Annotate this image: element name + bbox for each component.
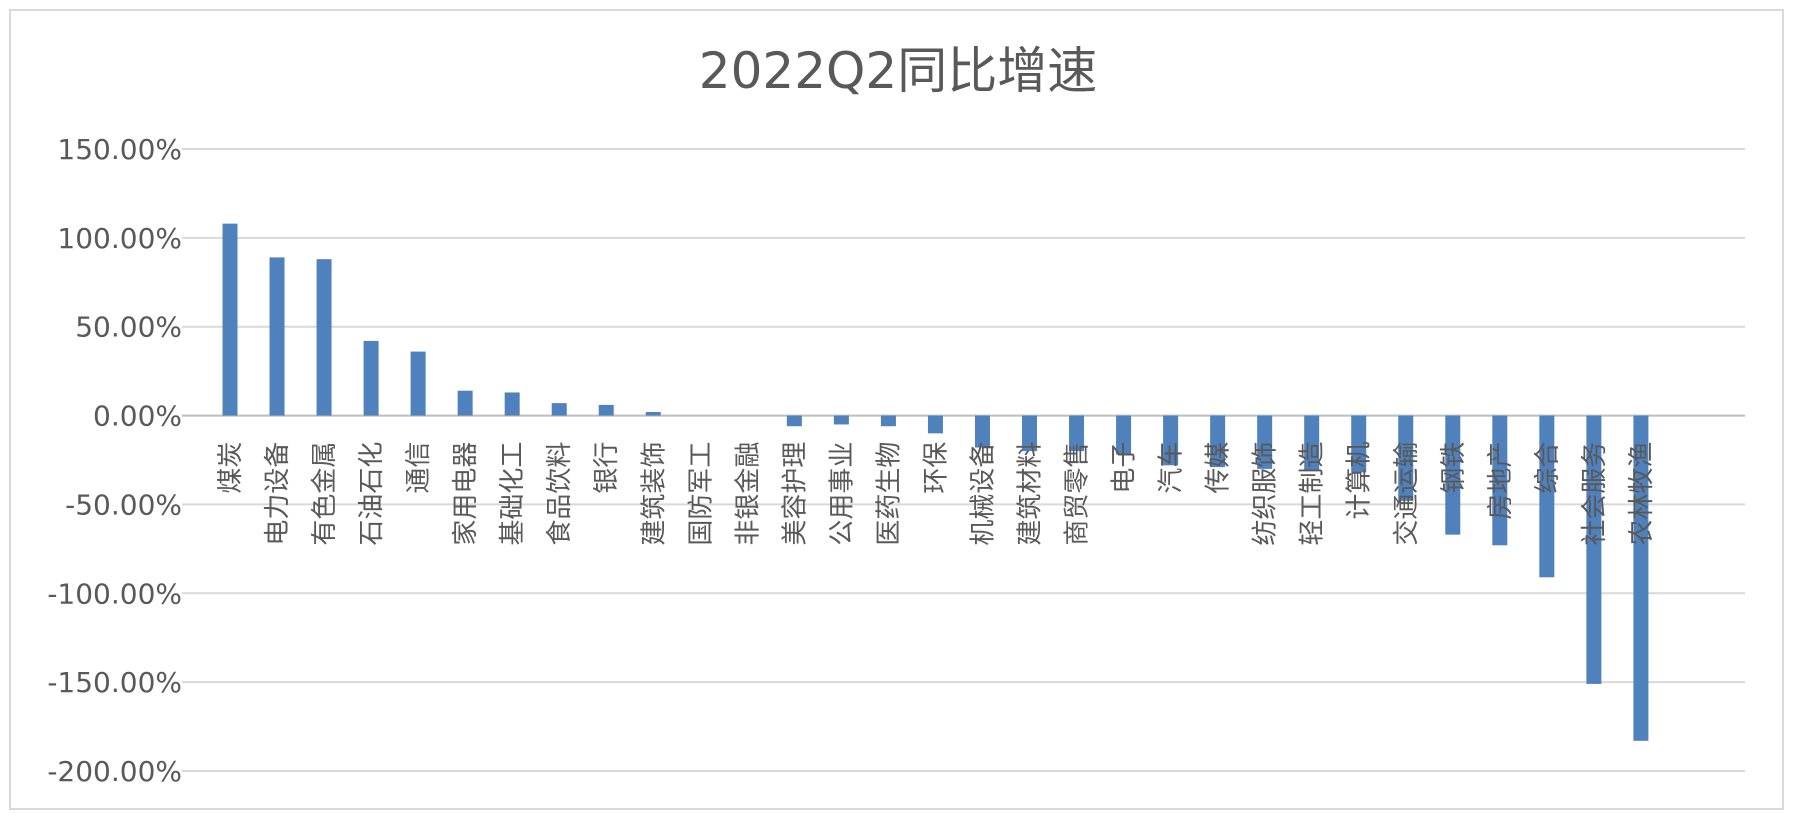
category-label: 计算机 — [1345, 442, 1375, 520]
y-tick-label: 50.00% — [75, 311, 182, 344]
bar — [645, 412, 661, 416]
y-tick-label: 100.00% — [57, 222, 182, 255]
bar — [316, 259, 332, 416]
category-label: 基础化工 — [498, 442, 528, 546]
category-labels: 煤炭 电力设备 有色金属 石油石化 通信 家用电器 基础化工 食品饮料 银行 建筑装饰 国防军工 非银… — [216, 442, 1657, 546]
category-label: 农林牧渔 — [1627, 442, 1657, 546]
category-label: 汽车 — [1157, 442, 1187, 494]
bar — [1116, 415, 1132, 455]
category-label: 美容护理 — [780, 442, 810, 546]
category-label: 社会服务 — [1580, 442, 1610, 546]
category-label: 轻工制造 — [1298, 442, 1328, 546]
bar — [1163, 415, 1179, 466]
bar — [1069, 415, 1085, 452]
chart-frame: 2022Q2同比增速 150.00% 100.00% 50.00% 0.00% -50.… — [9, 9, 1784, 810]
category-label: 电力设备 — [263, 442, 293, 546]
category-label: 建筑装饰 — [639, 442, 669, 546]
bar — [269, 257, 285, 416]
category-label: 非银金融 — [733, 442, 763, 546]
category-label: 纺织服饰 — [1251, 442, 1281, 546]
bar — [222, 223, 238, 416]
category-label: 通信 — [404, 442, 434, 494]
bar — [457, 390, 473, 416]
y-tick-label: -100.00% — [47, 577, 182, 610]
y-tick-label: -50.00% — [65, 488, 182, 521]
category-label: 钢铁 — [1439, 442, 1469, 494]
category-label: 电子 — [1110, 442, 1140, 494]
bar — [833, 415, 849, 425]
chart-title: 2022Q2同比增速 — [699, 42, 1097, 100]
y-tick-label: -150.00% — [47, 666, 182, 699]
bar — [786, 415, 802, 427]
y-axis: 150.00% 100.00% 50.00% 0.00% -50.00% -100.00%… — [47, 133, 182, 788]
bar — [1022, 415, 1038, 452]
bar — [363, 340, 379, 416]
bar — [1586, 415, 1602, 684]
bar — [598, 404, 614, 416]
bar — [1210, 415, 1226, 468]
bar-chart: 2022Q2同比增速 150.00% 100.00% 50.00% 0.00% -50.… — [47, 42, 1745, 788]
category-label: 环保 — [921, 442, 951, 494]
category-label: 公用事业 — [827, 442, 857, 546]
bar — [1398, 415, 1414, 501]
category-label: 交通运输 — [1392, 442, 1422, 546]
bars — [222, 223, 1649, 741]
category-label: 综合 — [1533, 442, 1563, 494]
bar — [974, 415, 990, 448]
bar — [1492, 415, 1508, 546]
category-label: 银行 — [592, 442, 622, 494]
bar — [1539, 415, 1555, 578]
bar — [927, 415, 943, 434]
bar — [1257, 415, 1273, 469]
bar — [504, 392, 520, 416]
category-label: 建筑材料 — [1016, 442, 1046, 546]
bar — [1304, 415, 1320, 471]
y-tick-label: 150.00% — [57, 133, 182, 166]
category-label: 传媒 — [1204, 442, 1234, 494]
bar — [1351, 415, 1367, 473]
bar — [551, 403, 567, 416]
category-label: 家用电器 — [451, 442, 481, 546]
gridlines — [182, 148, 1745, 772]
y-tick-label: 0.00% — [93, 400, 182, 433]
category-label: 房地产 — [1486, 442, 1516, 520]
category-label: 煤炭 — [216, 442, 246, 494]
bar — [1445, 415, 1461, 535]
category-label: 商贸零售 — [1063, 442, 1093, 546]
bar — [1633, 415, 1649, 741]
category-label: 石油石化 — [357, 442, 387, 546]
category-label: 有色金属 — [310, 442, 340, 546]
category-label: 医药生物 — [874, 442, 904, 546]
y-tick-label: -200.00% — [47, 755, 182, 788]
category-label: 食品饮料 — [545, 442, 575, 546]
category-label: 国防军工 — [686, 442, 716, 546]
category-label: 机械设备 — [968, 442, 998, 546]
bar — [880, 415, 896, 427]
bar — [410, 351, 426, 416]
